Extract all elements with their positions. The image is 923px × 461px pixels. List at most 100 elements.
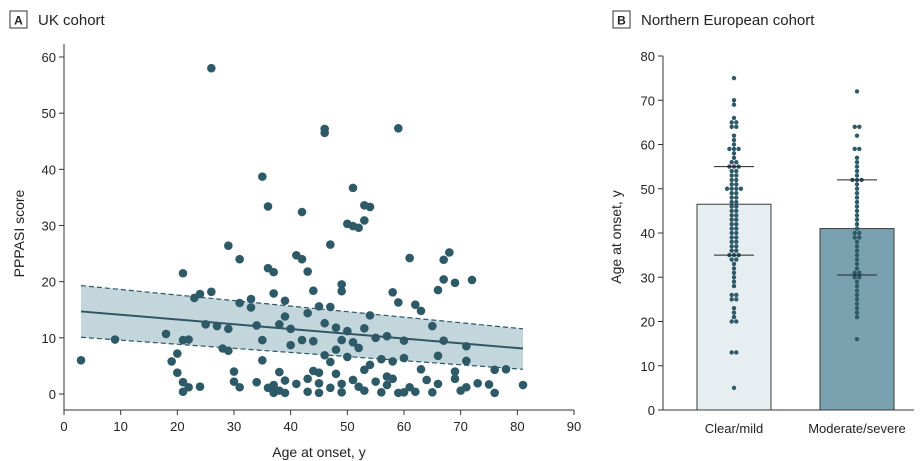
panel-a-data-point [399,388,409,397]
panel-b-data-point [729,182,734,187]
panel-b-data-point [729,248,734,253]
panel-b-data-point [854,297,860,302]
panel-a-data-point [416,306,426,316]
panel-a-data-point [320,128,329,138]
panel-a-data-point [207,63,216,73]
panel-b-data-point [734,208,739,214]
panel-a-data-point [439,275,448,284]
panel-b-data-point [854,208,860,214]
panel-b-y-tick-label: 30 [641,270,655,285]
panel-a-data-point [292,379,301,389]
panel-a-data-point [207,287,216,297]
panel-b-data-point [854,173,860,178]
panel-a-data-point [76,356,86,365]
panel-a-data-point [275,320,284,329]
panel-b-data-point [854,239,860,245]
panel-a-data-point [280,388,290,398]
panel-a-data-point [269,267,278,277]
panel-b-data-point [854,248,860,253]
panel-b-header: B Northern European cohort [612,10,815,29]
panel-a-data-point [320,318,329,328]
panel-b-data-point [734,319,739,324]
panel-a-data-point [235,254,244,264]
panel-b-y-tick-label: 80 [641,49,655,64]
panel-a-data-point [280,376,290,385]
panel-b-data-point [729,168,734,174]
panel-b-data-point [729,195,734,200]
panel-a-data-point [326,302,335,312]
panel-b-data-point [731,133,737,138]
panel-a-data-point [331,323,341,333]
panel-a-data-point [309,336,318,346]
panel-b-data-point [734,160,739,165]
panel-b-data-point [734,204,739,209]
panel-b-data-point [729,213,734,218]
panel-a-data-point [337,335,346,345]
panel-b-data-point [731,115,737,121]
panel-b-data-point [854,337,860,342]
panel-b-data-point [854,195,860,200]
panel-a-data-point [224,346,233,356]
panel-b-data-point [852,124,857,129]
panel-b-data-point [731,270,737,276]
panel-b-category-label: Clear/mild [705,421,764,436]
panel-a-data-point [354,223,363,233]
panel-b-data-point [854,261,860,267]
panel-a-data-point [360,386,369,395]
panel-a-header: A UK cohort [9,10,106,29]
panel-b-data-point [852,146,857,152]
panel-b-data-point [734,248,739,253]
panel-a-title: UK cohort [38,12,106,29]
panel-b-data-point [734,230,739,236]
panel-a-data-point [314,302,324,311]
panel-a-data-point [269,380,278,390]
panel-a-y-tick-label: 0 [49,387,56,402]
panel-b-data-point [854,244,860,249]
panel-b-data-point [854,182,860,187]
panel-b-data-point [729,177,734,183]
panel-b-y-tick-label: 10 [641,359,655,374]
panel-b-data-point [854,288,860,293]
panel-b-data-point [857,146,862,152]
panel-a-data-point [490,365,499,375]
panel-a-letter-box [9,10,28,29]
panel-a-data-point [473,379,482,388]
panel-a-data-point [439,255,448,265]
panel-a-letter: A [14,14,23,28]
panel-a-data-point [388,357,397,366]
panel-b-data-point [729,226,734,231]
panel-b-data-point [854,164,860,169]
panel-a-data-point [428,321,437,331]
panel-b-data-point [729,292,734,298]
panel-a-data-point [337,388,346,397]
panel-a-data-point [286,340,295,350]
panel-b-data-point [729,160,734,165]
panel-b-data-point [734,213,739,218]
panel-a-data-point [348,375,358,385]
panel-b-data-point [852,230,857,236]
panel-a-x-tick-label: 80 [510,419,524,434]
panel-b-data-point [857,275,862,280]
panel-a-data-point [331,345,341,354]
panel-a-ci-upper-line [80,285,524,330]
panel-a-data-point [314,368,324,377]
panel-a-data-point [303,374,312,384]
panel-a-data-point [377,388,386,397]
panel-a-regression-line [80,310,524,350]
panel-b-data-point [729,319,734,324]
panel-a-data-point [462,356,471,366]
panel-b-data-point [854,252,860,258]
panel-a-x-tick-label: 60 [397,419,411,434]
panel-b-data-point [852,235,857,240]
panel-b-data-point [854,301,860,306]
panel-a-data-point [258,335,267,345]
panel-a-data-point [445,248,454,257]
panel-a-data-point [382,380,392,390]
panel-a-data-point [354,343,363,353]
panel-b-y-tick-label: 50 [641,182,655,197]
panel-a-data-point [394,124,403,133]
panel-a-data-point [467,275,477,285]
panel-a-data-point [263,202,273,211]
panel-a-data-point [252,377,261,387]
panel-a-data-point [275,367,284,377]
